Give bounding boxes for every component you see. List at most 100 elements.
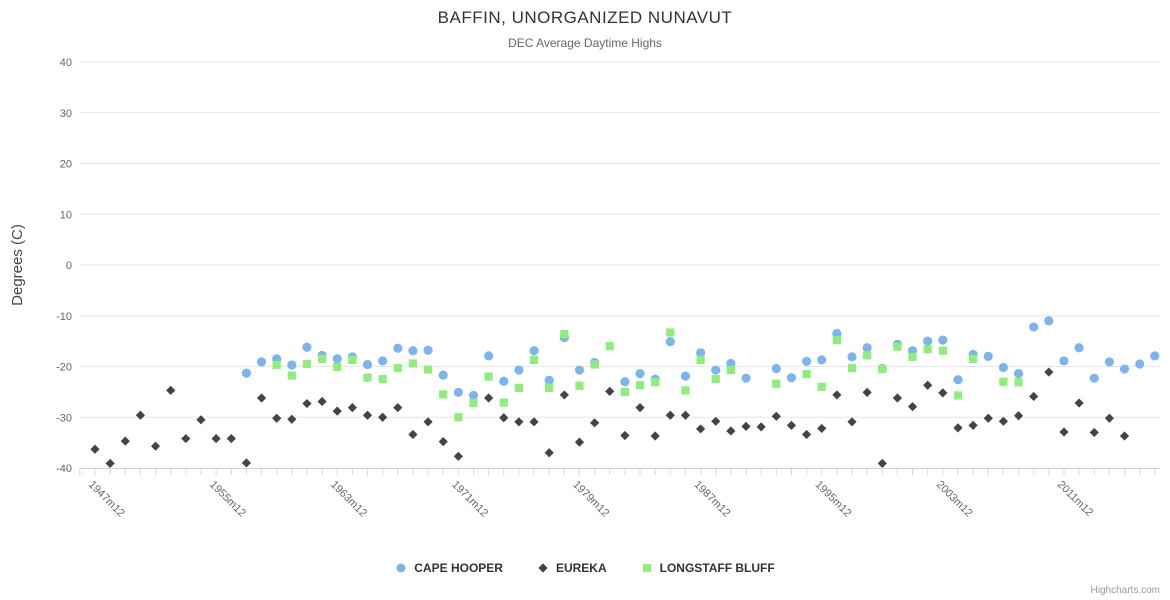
data-point[interactable] (348, 355, 357, 365)
data-point[interactable] (1059, 427, 1069, 437)
data-point[interactable] (378, 356, 388, 366)
data-point[interactable] (529, 346, 539, 356)
data-point[interactable] (726, 365, 735, 375)
data-point[interactable] (892, 393, 903, 403)
data-point[interactable] (333, 362, 342, 372)
data-point[interactable] (1119, 431, 1130, 441)
data-point[interactable] (620, 377, 630, 387)
data-point[interactable] (272, 360, 281, 370)
data-point[interactable] (1104, 413, 1114, 423)
data-point[interactable] (211, 433, 221, 444)
data-point[interactable] (423, 417, 433, 427)
data-point[interactable] (711, 375, 720, 384)
data-point[interactable] (665, 410, 675, 420)
data-point[interactable] (1089, 427, 1099, 438)
data-point[interactable] (332, 354, 342, 364)
data-point[interactable] (302, 342, 312, 352)
data-point[interactable] (817, 423, 827, 434)
data-point[interactable] (862, 343, 872, 353)
data-point[interactable] (1089, 373, 1099, 383)
data-point[interactable] (1013, 369, 1024, 379)
data-point[interactable] (105, 458, 115, 469)
data-point[interactable] (529, 355, 539, 365)
data-point[interactable] (923, 345, 932, 354)
data-point[interactable] (1059, 356, 1069, 366)
data-point[interactable] (786, 373, 797, 383)
data-point[interactable] (241, 368, 251, 378)
data-point[interactable] (907, 401, 918, 412)
data-point[interactable] (544, 448, 554, 458)
data-point[interactable] (1014, 378, 1023, 387)
data-point[interactable] (544, 375, 554, 385)
data-point[interactable] (786, 420, 797, 430)
data-point[interactable] (983, 413, 993, 423)
data-point[interactable] (968, 420, 978, 430)
data-point[interactable] (893, 342, 902, 351)
data-point[interactable] (681, 386, 690, 395)
data-point[interactable] (590, 418, 600, 428)
data-point[interactable] (756, 422, 766, 432)
data-point[interactable] (847, 417, 857, 427)
data-point[interactable] (439, 390, 448, 399)
data-point[interactable] (680, 410, 691, 420)
data-point[interactable] (529, 417, 539, 427)
data-point[interactable] (362, 359, 373, 370)
legend-item-longstaff-bluff[interactable]: LONGSTAFF BLUFF (641, 561, 775, 575)
highcharts-credit-link[interactable]: Highcharts.com (1090, 585, 1160, 596)
data-point[interactable] (287, 371, 296, 380)
data-point[interactable] (574, 365, 585, 375)
data-point[interactable] (423, 345, 433, 355)
data-point[interactable] (847, 363, 857, 373)
data-point[interactable] (332, 406, 342, 416)
data-point[interactable] (378, 412, 388, 422)
data-point[interactable] (1013, 411, 1024, 421)
data-point[interactable] (635, 369, 645, 379)
data-point[interactable] (438, 437, 448, 447)
data-point[interactable] (817, 382, 826, 391)
data-point[interactable] (999, 377, 1008, 386)
data-point[interactable] (256, 393, 267, 403)
data-point[interactable] (272, 413, 282, 423)
data-point[interactable] (468, 390, 479, 401)
data-point[interactable] (983, 351, 993, 361)
data-point[interactable] (1044, 367, 1054, 377)
data-point[interactable] (347, 403, 357, 413)
data-point[interactable] (1119, 364, 1130, 374)
data-point[interactable] (908, 352, 917, 361)
data-point[interactable] (560, 329, 569, 339)
data-point[interactable] (923, 380, 933, 390)
data-point[interactable] (408, 346, 418, 356)
data-point[interactable] (620, 387, 629, 396)
data-point[interactable] (771, 411, 781, 421)
data-point[interactable] (877, 458, 887, 469)
data-point[interactable] (953, 375, 963, 385)
data-point[interactable] (1074, 343, 1084, 353)
data-point[interactable] (772, 379, 781, 388)
data-point[interactable] (862, 387, 872, 397)
data-point[interactable] (832, 390, 842, 400)
data-point[interactable] (287, 360, 297, 370)
data-point[interactable] (454, 413, 463, 422)
data-point[interactable] (393, 403, 403, 413)
data-point[interactable] (166, 385, 176, 395)
data-point[interactable] (953, 391, 963, 400)
data-point[interactable] (1104, 357, 1114, 367)
data-point[interactable] (696, 348, 706, 358)
data-point[interactable] (590, 360, 599, 369)
data-point[interactable] (680, 371, 691, 381)
data-point[interactable] (878, 364, 887, 374)
data-point[interactable] (665, 337, 675, 347)
data-point[interactable] (226, 433, 236, 444)
data-point[interactable] (696, 355, 705, 365)
data-point[interactable] (771, 363, 781, 374)
data-point[interactable] (453, 451, 463, 461)
data-point[interactable] (863, 351, 872, 360)
data-point[interactable] (423, 365, 433, 374)
data-point[interactable] (1029, 322, 1039, 332)
data-point[interactable] (938, 388, 948, 398)
data-point[interactable] (1150, 351, 1160, 361)
data-point[interactable] (726, 426, 736, 436)
data-point[interactable] (1074, 398, 1084, 408)
data-point[interactable] (453, 387, 463, 397)
data-point[interactable] (847, 352, 857, 362)
